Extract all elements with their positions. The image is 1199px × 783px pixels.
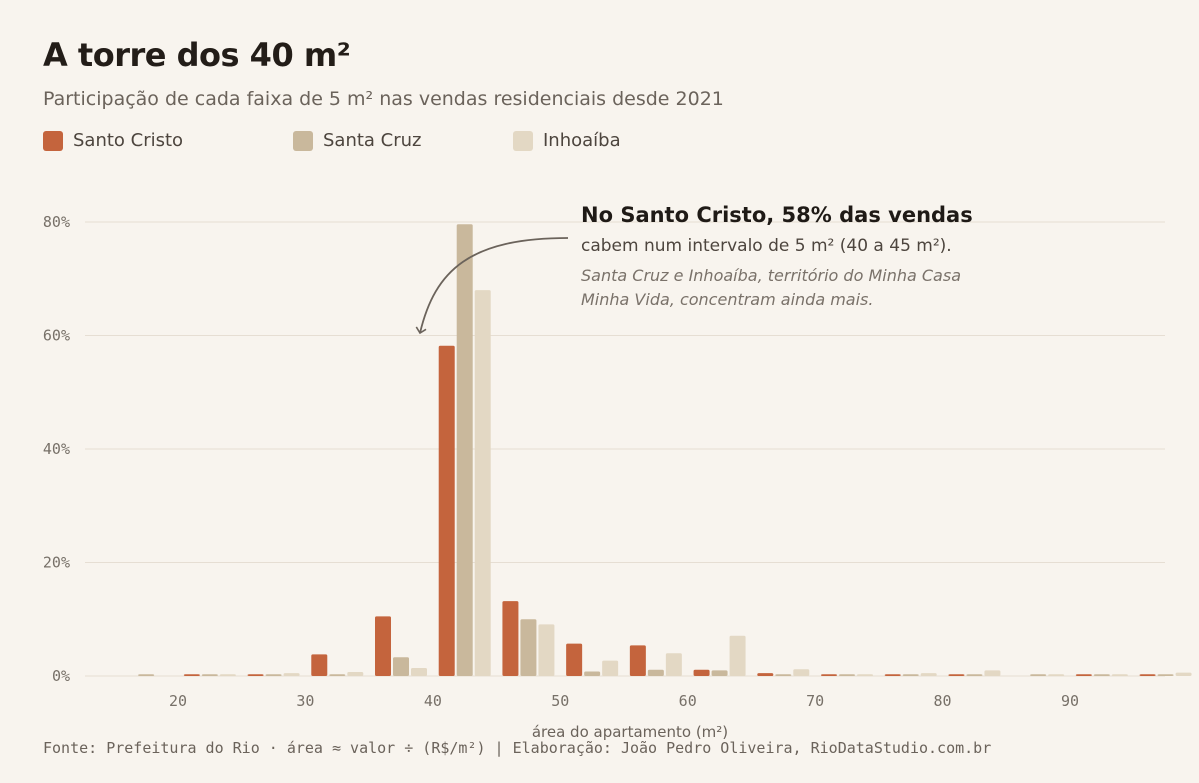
bar-inhoaiba-80 (984, 670, 1001, 676)
x-axis-title: área do apartamento (m²) (532, 723, 728, 741)
x-tick-label: 40 (424, 692, 442, 710)
bar-santa-cruz-85 (1030, 674, 1047, 676)
y-tick-label: 40% (43, 440, 70, 458)
bar-inhoaiba-60 (729, 635, 746, 676)
bar-santa-cruz-65 (775, 674, 792, 676)
legend-item-inhoaiba: Inhoaíba (513, 130, 621, 151)
bar-santo-cristo-75 (884, 674, 901, 676)
bar-santa-cruz-55 (647, 669, 664, 676)
bar-santa-cruz-25 (265, 674, 282, 676)
legend-swatch (43, 130, 63, 151)
bar-santa-cruz-75 (902, 674, 919, 676)
y-tick-label: 20% (43, 554, 70, 572)
legend-label: Santa Cruz (323, 130, 422, 151)
bar-inhoaiba-75 (920, 673, 937, 676)
bar-santa-cruz-35 (393, 657, 409, 676)
bar-santo-cristo-80 (948, 674, 965, 676)
bar-santa-cruz-40 (456, 224, 473, 676)
annotation-arrow (415, 237, 569, 335)
bar-santo-cristo-20 (183, 674, 200, 676)
x-axis-ticks: 20 30 40 50 60 70 80 90 (169, 692, 1079, 710)
bar-santa-cruz-95 (1157, 674, 1174, 676)
bar-inhoaiba-85 (1048, 674, 1065, 676)
legend-item-santa-cruz: Santa Cruz (293, 130, 422, 151)
bar-santa-cruz-90 (1093, 674, 1110, 676)
bar-santo-cristo-70 (821, 674, 837, 676)
bar-santo-cristo-95 (1139, 674, 1156, 676)
bar-santo-cristo-50 (566, 643, 583, 676)
bar-inhoaiba-25 (283, 673, 300, 676)
gridlines (85, 221, 1165, 677)
y-tick-label: 80% (43, 213, 70, 231)
legend-label: Santo Cristo (73, 130, 184, 151)
bar-santo-cristo-35 (375, 616, 391, 676)
x-tick-label: 70 (806, 692, 824, 710)
bar-santo-cristo-30 (311, 654, 328, 676)
bar-santo-cristo-90 (1075, 674, 1092, 676)
bar-santa-cruz-70 (839, 674, 855, 676)
bar-inhoaiba-65 (793, 669, 810, 676)
y-axis-ticks: 0% 20% 40% 60% 80% (43, 213, 70, 685)
bar-inhoaiba-30 (347, 672, 364, 676)
bars (138, 224, 1192, 676)
bar-inhoaiba-35 (411, 668, 427, 676)
x-tick-label: 50 (551, 692, 569, 710)
bar-inhoaiba-50 (602, 660, 619, 676)
bar-inhoaiba-20 (219, 674, 236, 676)
bar-santa-cruz-80 (966, 674, 983, 676)
legend-item-santo-cristo: Santo Cristo (43, 130, 183, 151)
bar-santo-cristo-65 (757, 673, 774, 676)
bar-inhoaiba-90 (1111, 674, 1128, 676)
bar-inhoaiba-95 (1175, 672, 1192, 676)
chart-subtitle: Participação de cada faixa de 5 m² nas v… (43, 88, 724, 110)
x-tick-label: 80 (934, 692, 952, 710)
x-tick-label: 20 (169, 692, 187, 710)
bar-santa-cruz-50 (584, 671, 601, 676)
bar-santa-cruz-15 (138, 674, 155, 676)
legend-swatch (293, 130, 313, 151)
bar-santo-cristo-45 (502, 601, 519, 676)
bar-santa-cruz-30 (329, 674, 346, 676)
bar-inhoaiba-45 (538, 624, 555, 676)
bar-santa-cruz-60 (711, 670, 728, 676)
bar-santo-cristo-40 (438, 345, 455, 676)
legend: Santo Cristo Santa Cruz Inhoaíba (43, 130, 743, 152)
legend-swatch (513, 130, 533, 151)
x-tick-label: 30 (296, 692, 314, 710)
bar-inhoaiba-40 (474, 290, 491, 676)
bar-inhoaiba-55 (665, 653, 682, 676)
bar-santa-cruz-45 (520, 619, 537, 676)
y-tick-label: 60% (43, 327, 70, 345)
source-note: Fonte: Prefeitura do Rio · área ≈ valor … (43, 739, 992, 757)
annotation-headline: No Santo Cristo, 58% das vendas (581, 203, 973, 227)
annotation-note-line1: Santa Cruz e Inhoaíba, território do Min… (581, 266, 961, 285)
annotation-body: cabem num intervalo de 5 m² (40 a 45 m²)… (581, 236, 952, 256)
chart-title: A torre dos 40 m² (43, 36, 351, 74)
bar-santo-cristo-25 (247, 674, 264, 676)
bar-inhoaiba-70 (857, 674, 873, 676)
x-tick-label: 90 (1061, 692, 1079, 710)
bar-santa-cruz-20 (201, 674, 218, 676)
annotation-note-line2: Minha Vida, concentram ainda mais. (581, 290, 873, 309)
legend-label: Inhoaíba (543, 130, 621, 151)
bar-santo-cristo-55 (629, 645, 646, 676)
y-tick-label: 0% (52, 667, 70, 685)
x-tick-label: 60 (679, 692, 697, 710)
bar-santo-cristo-60 (693, 669, 710, 676)
